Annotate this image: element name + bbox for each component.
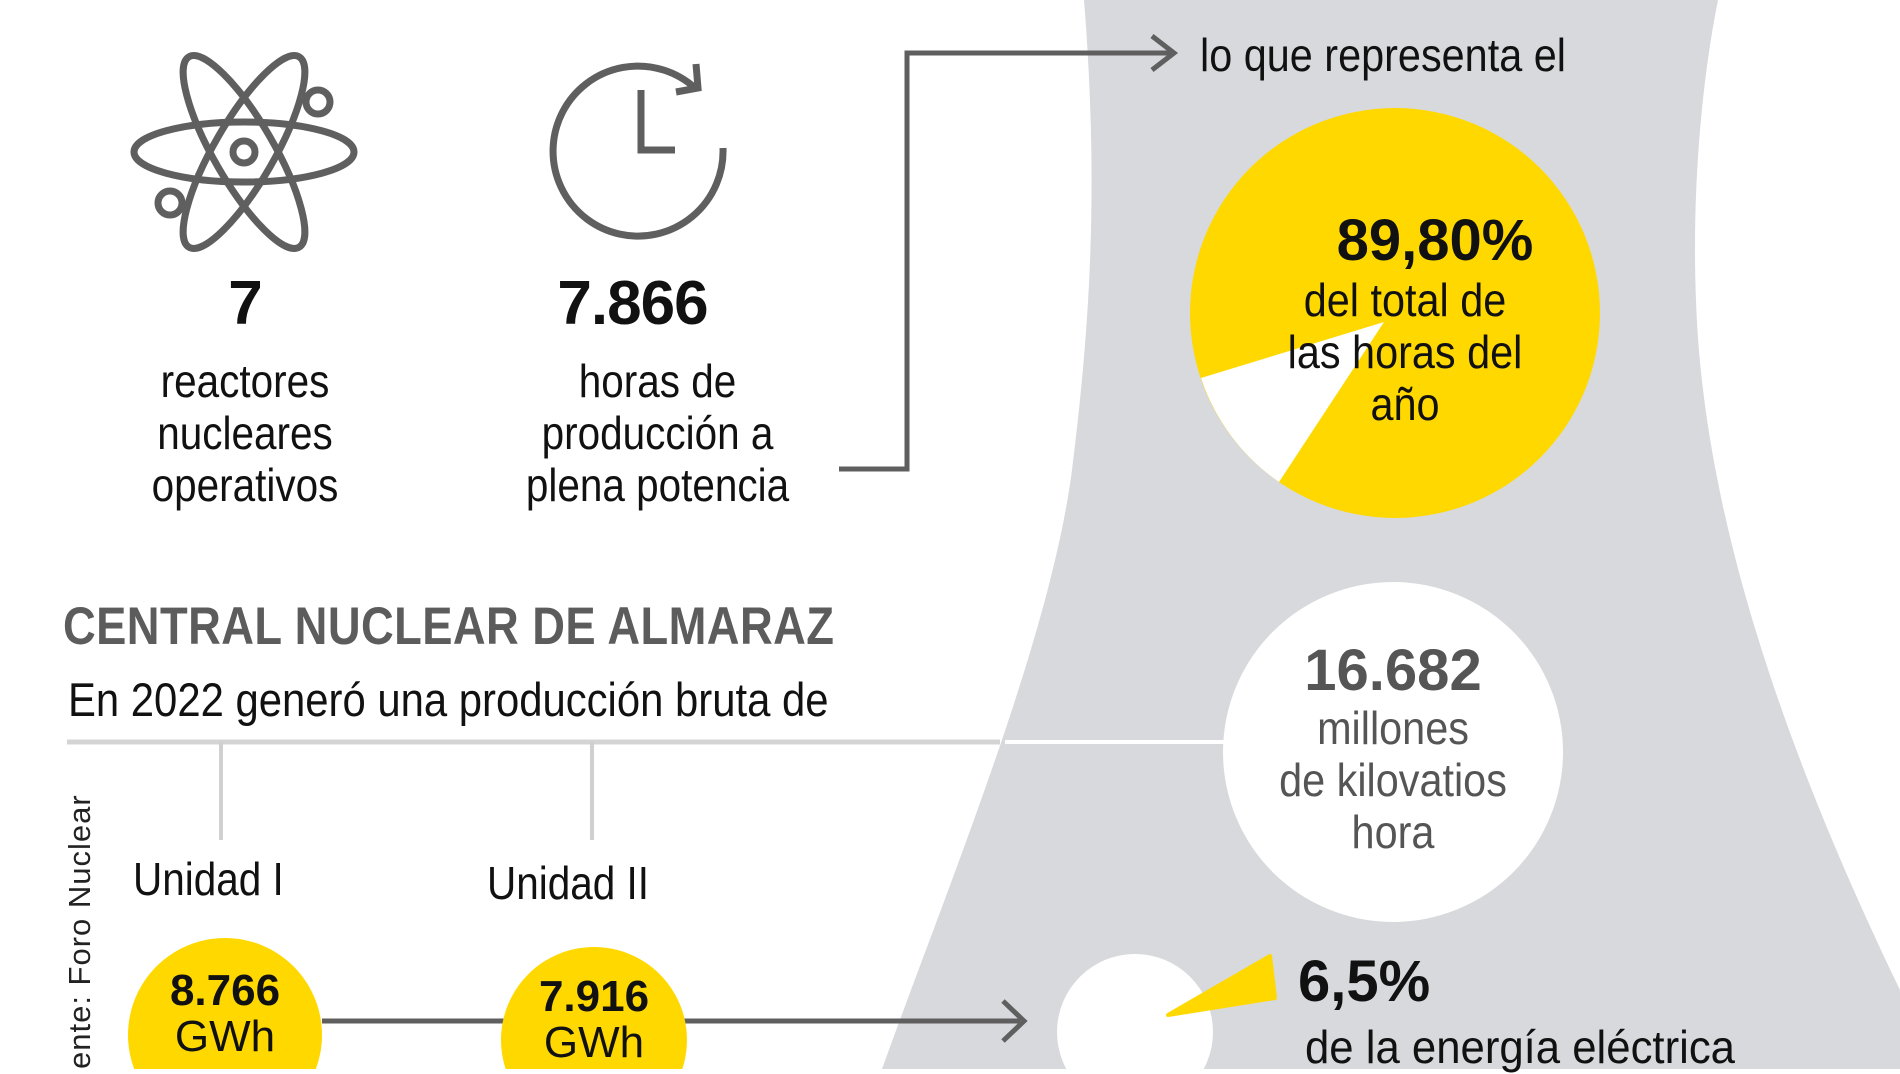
unit1-gwh-unit: GWh — [174, 1012, 276, 1061]
hours-pie-line-3: año — [1370, 378, 1440, 430]
share-description: de la energía eléctrica — [1305, 1021, 1735, 1073]
reactors-line-2: nucleares — [157, 407, 333, 459]
plant-subhead: En 2022 generó una producción bruta de — [68, 673, 829, 726]
reactors-description: reactores nucleares operativos — [122, 355, 368, 511]
hours-percent: 89,80% — [1336, 208, 1534, 273]
plant-headline: CENTRAL NUCLEAR DE ALMARAZ — [63, 597, 835, 656]
source-credit: ente: Foro Nuclear — [62, 794, 97, 1069]
share-percent: 6,5% — [1298, 949, 1431, 1014]
representation-intro: lo que representa el — [1200, 29, 1566, 81]
unit1-value: 8.766 GWh — [135, 968, 315, 1060]
hours-line-1: horas de — [578, 355, 737, 407]
reactors-line-3: operativos — [151, 459, 339, 511]
cooling-tower-shape — [882, 0, 1900, 1069]
unit2-gwh-value: 7.916 — [538, 972, 650, 1021]
arrow-head-bottom — [1001, 999, 1028, 1043]
unit1-gwh-value: 8.766 — [169, 966, 281, 1015]
connector-line-top — [839, 50, 1172, 472]
unit1-circle — [128, 938, 322, 1069]
hours-description: horas de producción a plena potencia — [493, 355, 823, 511]
total-line-3: hora — [1351, 806, 1435, 858]
hours-line-3: plena potencia — [525, 459, 790, 511]
hours-pie-line-2: las horas del — [1287, 326, 1523, 378]
reactors-line-1: reactores — [160, 355, 330, 407]
hours-count: 7.866 — [557, 269, 708, 338]
share-pie-chart — [1057, 954, 1277, 1069]
atom-icon — [130, 52, 358, 252]
unit2-gwh-unit: GWh — [543, 1018, 645, 1067]
clock-rotate-icon — [549, 62, 727, 240]
unit2-value: 7.916 GWh — [504, 974, 684, 1066]
total-line-2: de kilovatios — [1279, 754, 1507, 806]
hours-line-2: producción a — [541, 407, 774, 459]
total-production-label: 16.682 millones de kilovatios hora — [1223, 638, 1563, 859]
total-production-value: 16.682 — [1304, 638, 1482, 703]
unit1-label: Unidad I — [133, 853, 284, 905]
hours-pie-chart — [1190, 108, 1600, 518]
total-production-circle — [1223, 582, 1563, 922]
hours-pie-label: 89,80% del total de las horas del año — [1240, 208, 1570, 430]
hours-pie-line-1: del total de — [1303, 274, 1507, 326]
reactors-count: 7 — [228, 269, 262, 338]
arrow-head-top — [1150, 34, 1179, 72]
unit2-label: Unidad II — [487, 857, 650, 909]
unit2-circle — [501, 947, 687, 1069]
total-line-1: millones — [1317, 702, 1469, 754]
